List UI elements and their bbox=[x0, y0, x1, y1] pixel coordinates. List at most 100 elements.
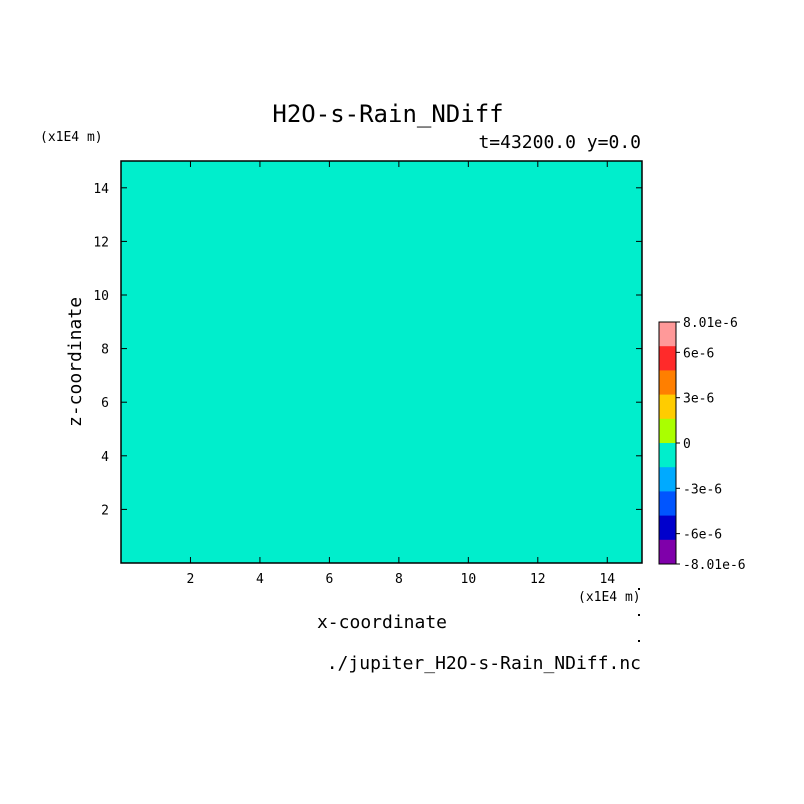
striation bbox=[122, 197, 159, 204]
striation bbox=[154, 271, 200, 279]
striation bbox=[264, 365, 326, 372]
striation bbox=[327, 280, 382, 286]
striation bbox=[531, 427, 554, 435]
striation bbox=[290, 410, 315, 416]
striation bbox=[247, 414, 304, 421]
striation bbox=[552, 414, 612, 421]
striation bbox=[309, 404, 334, 409]
striation bbox=[390, 430, 455, 437]
striation bbox=[330, 344, 389, 351]
striation bbox=[338, 404, 384, 410]
striation bbox=[121, 436, 176, 442]
striation bbox=[447, 263, 495, 269]
striation bbox=[453, 188, 530, 194]
striation bbox=[407, 302, 468, 309]
striation bbox=[596, 222, 617, 227]
striation bbox=[606, 438, 642, 443]
striation bbox=[358, 291, 420, 299]
striation bbox=[586, 391, 642, 397]
striation bbox=[559, 222, 584, 229]
x-tick-label: 6 bbox=[325, 572, 333, 587]
striation bbox=[328, 438, 349, 445]
striation bbox=[506, 271, 561, 279]
striation bbox=[496, 280, 529, 286]
striation bbox=[502, 346, 578, 352]
striation bbox=[121, 307, 146, 313]
y-unit-label: (x1E4 m) bbox=[40, 130, 103, 145]
striation bbox=[178, 417, 235, 424]
striation bbox=[158, 392, 213, 398]
striation bbox=[158, 333, 188, 338]
striation bbox=[250, 313, 284, 320]
striation bbox=[425, 267, 467, 274]
colorbar-segment bbox=[659, 322, 676, 347]
striation bbox=[536, 302, 609, 307]
x-tick-label: 10 bbox=[461, 572, 477, 587]
striation bbox=[151, 404, 188, 410]
striation bbox=[166, 311, 236, 318]
colorbar-segment bbox=[659, 394, 676, 420]
colorbar-segment bbox=[659, 515, 676, 541]
striation bbox=[337, 267, 410, 274]
striation bbox=[635, 247, 642, 252]
striation bbox=[224, 430, 295, 437]
striation bbox=[147, 188, 192, 194]
striation bbox=[258, 392, 316, 398]
striation bbox=[121, 253, 138, 258]
y-axis: 2 4 6 8 10 12 14 bbox=[93, 182, 642, 518]
striation bbox=[548, 305, 618, 312]
colorbar-label: 6e-6 bbox=[683, 346, 714, 361]
striation bbox=[352, 236, 375, 243]
striation bbox=[538, 340, 583, 345]
striation bbox=[351, 392, 421, 397]
striation bbox=[375, 176, 429, 182]
striation bbox=[553, 378, 628, 383]
striation bbox=[296, 313, 348, 319]
striation bbox=[121, 338, 129, 343]
striation bbox=[552, 176, 593, 182]
striation bbox=[523, 241, 590, 247]
striation bbox=[309, 320, 360, 327]
striation bbox=[307, 326, 343, 332]
colorbar-segment bbox=[659, 539, 676, 565]
striation bbox=[357, 313, 434, 320]
striation bbox=[321, 383, 387, 389]
striation bbox=[122, 246, 149, 252]
striation bbox=[127, 422, 195, 428]
striation bbox=[444, 281, 482, 286]
striation bbox=[418, 333, 478, 338]
striation bbox=[247, 304, 312, 312]
striation bbox=[279, 269, 307, 276]
striation bbox=[596, 340, 640, 347]
striation bbox=[490, 353, 565, 358]
striation bbox=[188, 236, 234, 241]
x-tick-label: 2 bbox=[187, 572, 195, 587]
striation bbox=[278, 274, 325, 280]
striation bbox=[514, 435, 555, 442]
striation bbox=[431, 337, 455, 345]
striation bbox=[459, 236, 519, 243]
striation bbox=[430, 379, 488, 385]
chart-title: H2O-s-Rain_NDiff bbox=[272, 100, 503, 128]
striation bbox=[311, 269, 331, 275]
top-streak bbox=[121, 193, 642, 199]
striation bbox=[484, 384, 559, 389]
striation bbox=[526, 236, 574, 243]
striation bbox=[157, 363, 211, 369]
striation bbox=[441, 311, 475, 318]
striation bbox=[198, 287, 243, 294]
striation bbox=[514, 207, 553, 214]
striation bbox=[509, 254, 532, 261]
striation bbox=[263, 207, 303, 214]
striation bbox=[312, 422, 390, 428]
striation bbox=[306, 430, 341, 437]
striation bbox=[161, 306, 235, 312]
striation bbox=[215, 411, 284, 417]
striation bbox=[309, 417, 354, 424]
x-tick-label: 4 bbox=[256, 572, 264, 587]
striation bbox=[333, 262, 405, 267]
striation bbox=[183, 175, 243, 182]
striation bbox=[616, 281, 642, 286]
x-tick-label: 8 bbox=[395, 572, 403, 587]
